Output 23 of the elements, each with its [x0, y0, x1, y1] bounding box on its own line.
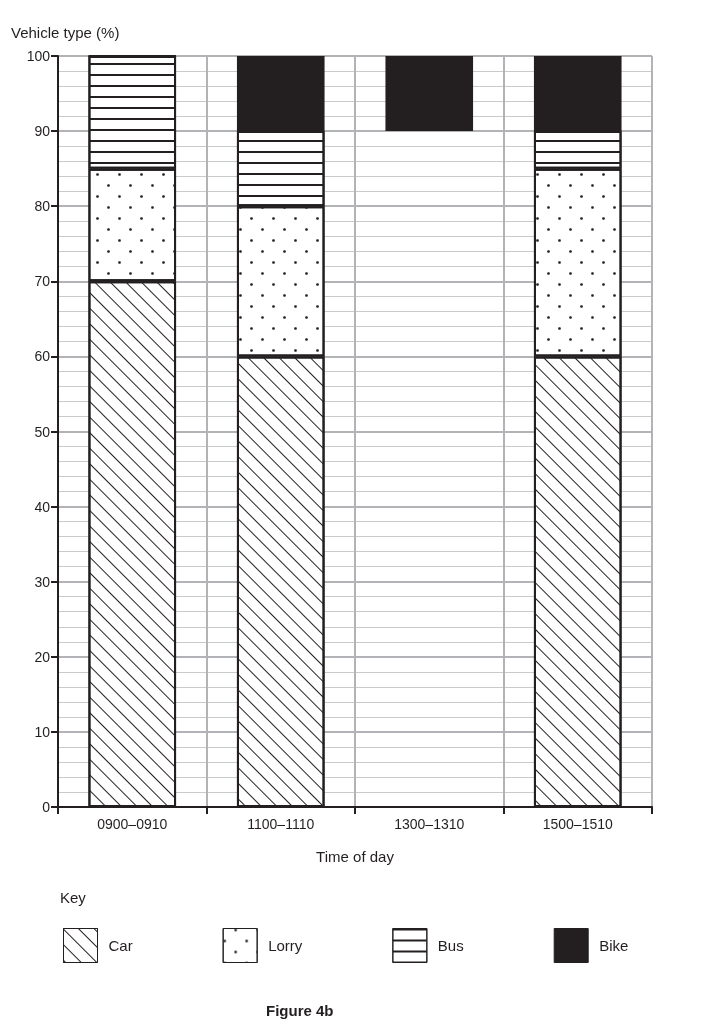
y-axis-title: Vehicle type (%): [11, 24, 120, 41]
legend-label: Car: [108, 937, 133, 954]
y-tick-label: 60: [34, 348, 51, 365]
x-tick-label: 1100–1110: [247, 816, 315, 832]
legend-label: Bus: [437, 937, 464, 954]
y-tick-label: 10: [34, 723, 51, 740]
y-tick-label: 20: [34, 648, 51, 665]
x-tick-label: 0900–0910: [97, 816, 168, 832]
y-tick-label: 100: [26, 48, 51, 64]
y-tick-label: 90: [34, 123, 51, 140]
y-tick-label: 50: [34, 423, 51, 440]
y-tick-label: 40: [34, 498, 51, 515]
y-tick-label: 80: [34, 198, 51, 215]
y-tick-label: 0: [42, 799, 51, 815]
x-tick-label: 1500–1510: [542, 816, 613, 832]
x-tick-label: 1300–1310: [394, 816, 465, 832]
legend-label: Bike: [599, 937, 629, 954]
y-tick-label: 70: [34, 273, 51, 290]
legend-title: Key: [60, 889, 87, 906]
x-axis-title: Time of day: [316, 848, 395, 865]
legend-label: Lorry: [268, 937, 303, 954]
y-tick-label: 30: [34, 573, 51, 590]
caption: Figure 4b: [266, 1002, 334, 1019]
